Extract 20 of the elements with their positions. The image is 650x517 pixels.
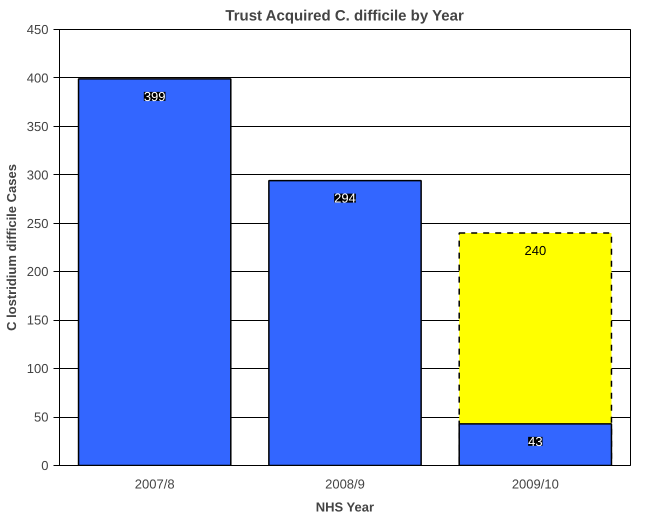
x-tick-label: 2007/8 [134, 476, 175, 492]
x-tick-label: 2008/9 [325, 476, 365, 492]
x-axis-title: NHS Year [316, 500, 374, 514]
x-tick-label: 2009/10 [512, 476, 559, 492]
y-tick-label: 350 [26, 118, 49, 134]
y-tick-label: 200 [26, 264, 49, 280]
data-label: 43 [528, 434, 543, 449]
y-tick-label: 150 [26, 312, 49, 328]
y-tick-label: 50 [34, 410, 49, 425]
data-label: 240 [524, 242, 546, 258]
y-tick-label: 400 [26, 70, 49, 86]
chart-title: Trust Acquired C. difficile by Year [225, 8, 464, 24]
y-tick-label: 250 [26, 216, 49, 231]
y-tick-label: 100 [26, 361, 49, 376]
y-tick-label: 300 [26, 167, 49, 182]
y-tick-label: 0 [41, 458, 49, 473]
data-label: 399 [144, 88, 166, 104]
y-axis-title: C lostridium difficile Cases [4, 164, 19, 331]
data-label: 294 [334, 190, 356, 206]
y-tick-label: 450 [26, 22, 49, 37]
